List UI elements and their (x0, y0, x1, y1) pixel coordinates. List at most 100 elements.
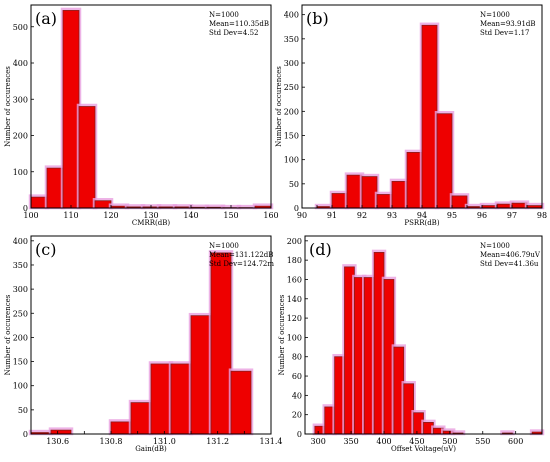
histogram-bar (110, 421, 132, 435)
y-tick-label: 500 (13, 23, 28, 32)
x-tick-label: 131.2 (206, 437, 229, 446)
y-tick-label: 140 (287, 295, 302, 304)
histogram-bar (210, 252, 232, 435)
stats-text: Std Dev=41.36u (480, 260, 539, 268)
x-tick-label: 94 (417, 211, 427, 220)
panel-label: (b) (306, 9, 329, 28)
chart-panel-1: 90 91 92 93 94 95 96 97 98 0 50 100 150 200 250 300 350 4… (275, 4, 547, 227)
x-tick-label: 92 (357, 211, 367, 220)
panel-label: (c) (35, 240, 56, 259)
y-tick-label: 250 (13, 309, 28, 318)
histogram-bars (314, 22, 545, 210)
chart-panel-0: 100 110 120 130 140 150 1600100200300400500CMR… (4, 4, 279, 227)
stats-text: Mean=93.91dB (480, 20, 536, 28)
x-tick-label: 93 (387, 211, 397, 220)
stats-text: N=1000 (209, 11, 239, 19)
y-tick-label: 0 (294, 204, 299, 213)
y-tick-label: 0 (23, 204, 28, 213)
x-tick-label: 131.4 (260, 437, 283, 446)
x-axis-label: PSRR(dB) (404, 219, 439, 227)
y-tick-label: 200 (13, 132, 28, 141)
stats-text: N=1000 (209, 242, 239, 250)
x-tick-label: 96 (477, 211, 487, 220)
stats-text: N=1000 (480, 11, 510, 19)
stats-text: N=1000 (480, 242, 510, 250)
y-tick-label: 100 (13, 382, 28, 391)
plot-border (304, 235, 543, 435)
histogram-bar (30, 196, 48, 209)
panel-label: (d) (309, 240, 332, 259)
x-axis-label: Offset Voltage(uV) (391, 445, 456, 453)
y-tick-label: 300 (13, 95, 28, 104)
y-tick-label: 0 (23, 430, 28, 439)
x-tick-label: 131.0 (153, 437, 176, 446)
y-tick-label: 50 (289, 180, 299, 189)
y-axis-label: Number of occurences (4, 294, 12, 375)
y-tick-label: 50 (18, 406, 28, 415)
histogram-bar (230, 370, 252, 435)
y-tick-label: 150 (284, 132, 299, 141)
x-tick-label: 95 (447, 211, 457, 220)
x-tick-label: 600 (508, 437, 523, 446)
histogram-bar (62, 10, 80, 209)
histogram-bar (130, 402, 152, 435)
y-tick-label: 350 (13, 261, 28, 270)
y-tick-label: 200 (13, 333, 28, 342)
y-tick-label: 80 (292, 353, 302, 362)
x-tick-label: 130 (143, 211, 158, 220)
x-tick-label: 97 (507, 211, 517, 220)
y-axis-label: Number of occurences (4, 66, 12, 147)
y-tick-label: 400 (13, 237, 28, 246)
histogram-bar (46, 167, 64, 209)
y-tick-label: 160 (287, 275, 302, 284)
x-tick-label: 90 (297, 211, 307, 220)
x-tick-label: 120 (103, 211, 118, 220)
x-tick-label: 130.6 (46, 437, 69, 446)
y-axis-label: Number of occurences (275, 66, 283, 147)
y-tick-label: 100 (13, 168, 28, 177)
y-tick-label: 250 (284, 83, 299, 92)
stats-text: Mean=131.122dB (209, 251, 273, 259)
y-tick-label: 300 (284, 59, 299, 68)
histogram-bar (50, 429, 72, 435)
plot-border (30, 235, 272, 435)
histogram-bar (94, 200, 112, 209)
y-tick-label: 100 (287, 333, 302, 342)
y-tick-label: 200 (284, 107, 299, 116)
stats-text: Std Dev=4.52 (209, 29, 258, 37)
histogram-bar (78, 106, 96, 209)
y-tick-label: 60 (292, 372, 302, 381)
y-tick-label: 100 (284, 156, 299, 165)
y-tick-label: 0 (297, 430, 302, 439)
y-tick-label: 180 (287, 256, 302, 265)
x-tick-label: 91 (327, 211, 337, 220)
histogram-bar (170, 363, 192, 435)
y-tick-label: 400 (13, 59, 28, 68)
x-tick-label: 110 (63, 211, 78, 220)
x-tick-label: 160 (263, 211, 278, 220)
stats-text: Mean=110.35dB (209, 20, 269, 28)
panel-label: (a) (35, 9, 57, 28)
y-tick-label: 20 (292, 411, 302, 420)
y-axis-label: Number of occurences (278, 294, 286, 375)
histogram-bar (150, 363, 172, 435)
y-tick-label: 40 (292, 391, 302, 400)
stats-text: Std Dev=1.17 (480, 29, 529, 37)
x-tick-label: 450 (409, 437, 424, 446)
x-tick-label: 550 (475, 437, 490, 446)
histogram-bar (190, 315, 212, 435)
x-tick-label: 350 (343, 437, 358, 446)
y-tick-label: 120 (287, 314, 302, 323)
chart-panel-3: 300 350 400 450 500 550 600 0 20 40 60 80 100 120 140 1… (278, 235, 545, 453)
stats-text: Mean=406.79uV (480, 251, 541, 259)
x-tick-label: 150 (223, 211, 238, 220)
x-tick-label: 140 (183, 211, 198, 220)
x-tick-label: 400 (376, 437, 391, 446)
x-tick-label: 98 (537, 211, 547, 220)
y-tick-label: 350 (284, 35, 299, 44)
histogram-bars (28, 7, 274, 210)
x-tick-label: 500 (442, 437, 457, 446)
x-tick-label: 130.8 (100, 437, 123, 446)
y-tick-label: 150 (13, 358, 28, 367)
